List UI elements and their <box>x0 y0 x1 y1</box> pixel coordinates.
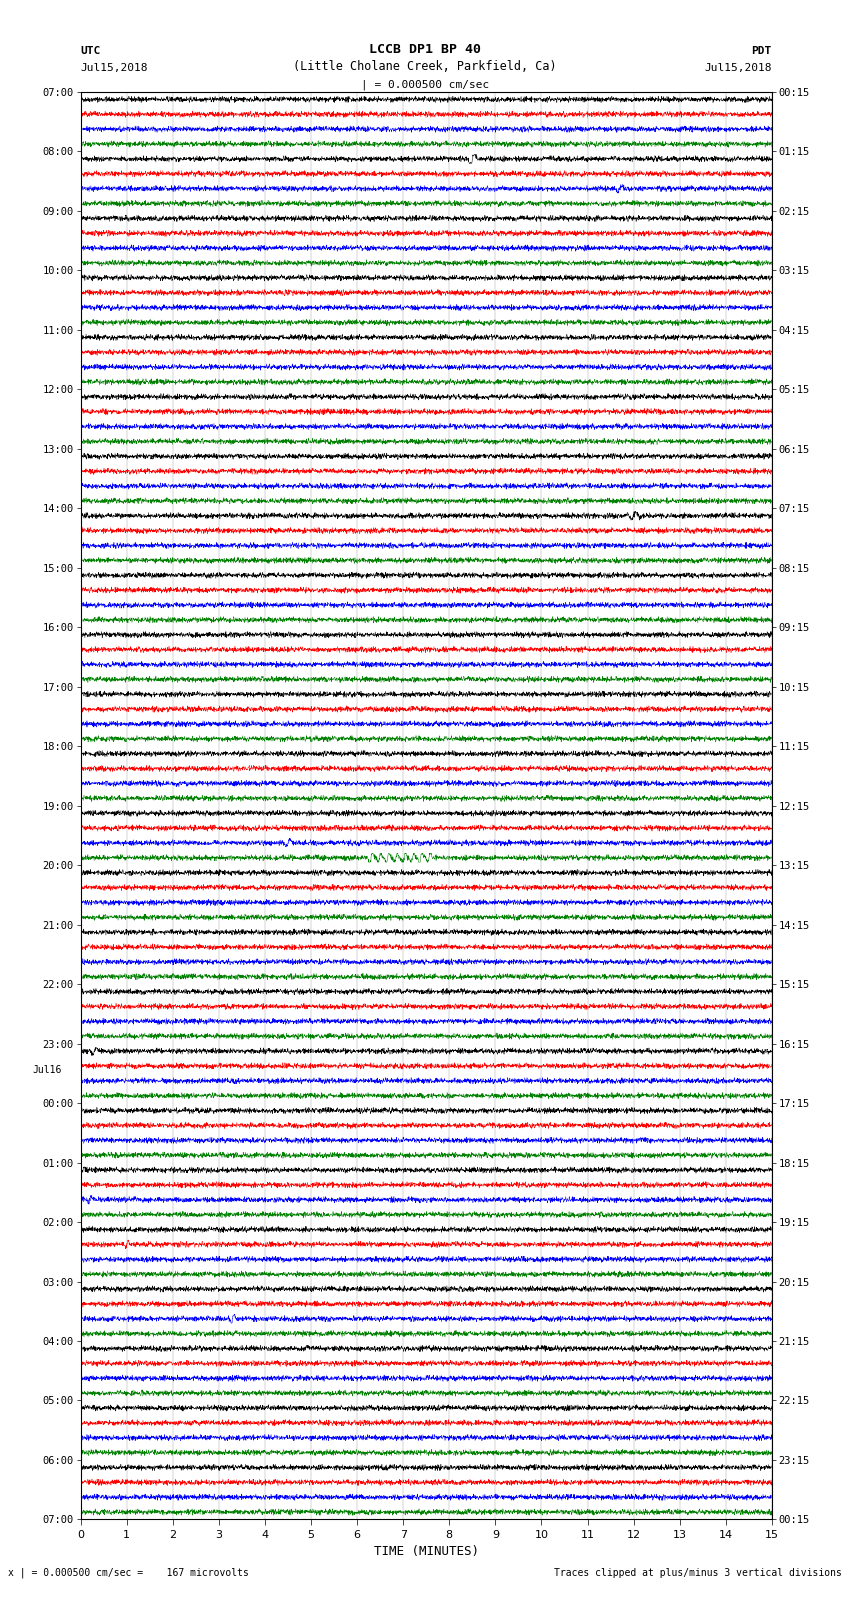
Text: Jul16: Jul16 <box>32 1065 62 1076</box>
Text: PDT: PDT <box>751 45 772 56</box>
Text: | = 0.000500 cm/sec: | = 0.000500 cm/sec <box>361 79 489 90</box>
Text: Jul15,2018: Jul15,2018 <box>81 63 148 73</box>
Text: LCCB DP1 BP 40: LCCB DP1 BP 40 <box>369 42 481 56</box>
Text: (Little Cholane Creek, Parkfield, Ca): (Little Cholane Creek, Parkfield, Ca) <box>293 60 557 73</box>
Text: Traces clipped at plus/minus 3 vertical divisions: Traces clipped at plus/minus 3 vertical … <box>553 1568 842 1578</box>
Text: x | = 0.000500 cm/sec =    167 microvolts: x | = 0.000500 cm/sec = 167 microvolts <box>8 1566 249 1578</box>
Text: Jul15,2018: Jul15,2018 <box>705 63 772 73</box>
X-axis label: TIME (MINUTES): TIME (MINUTES) <box>374 1545 479 1558</box>
Text: UTC: UTC <box>81 45 101 56</box>
